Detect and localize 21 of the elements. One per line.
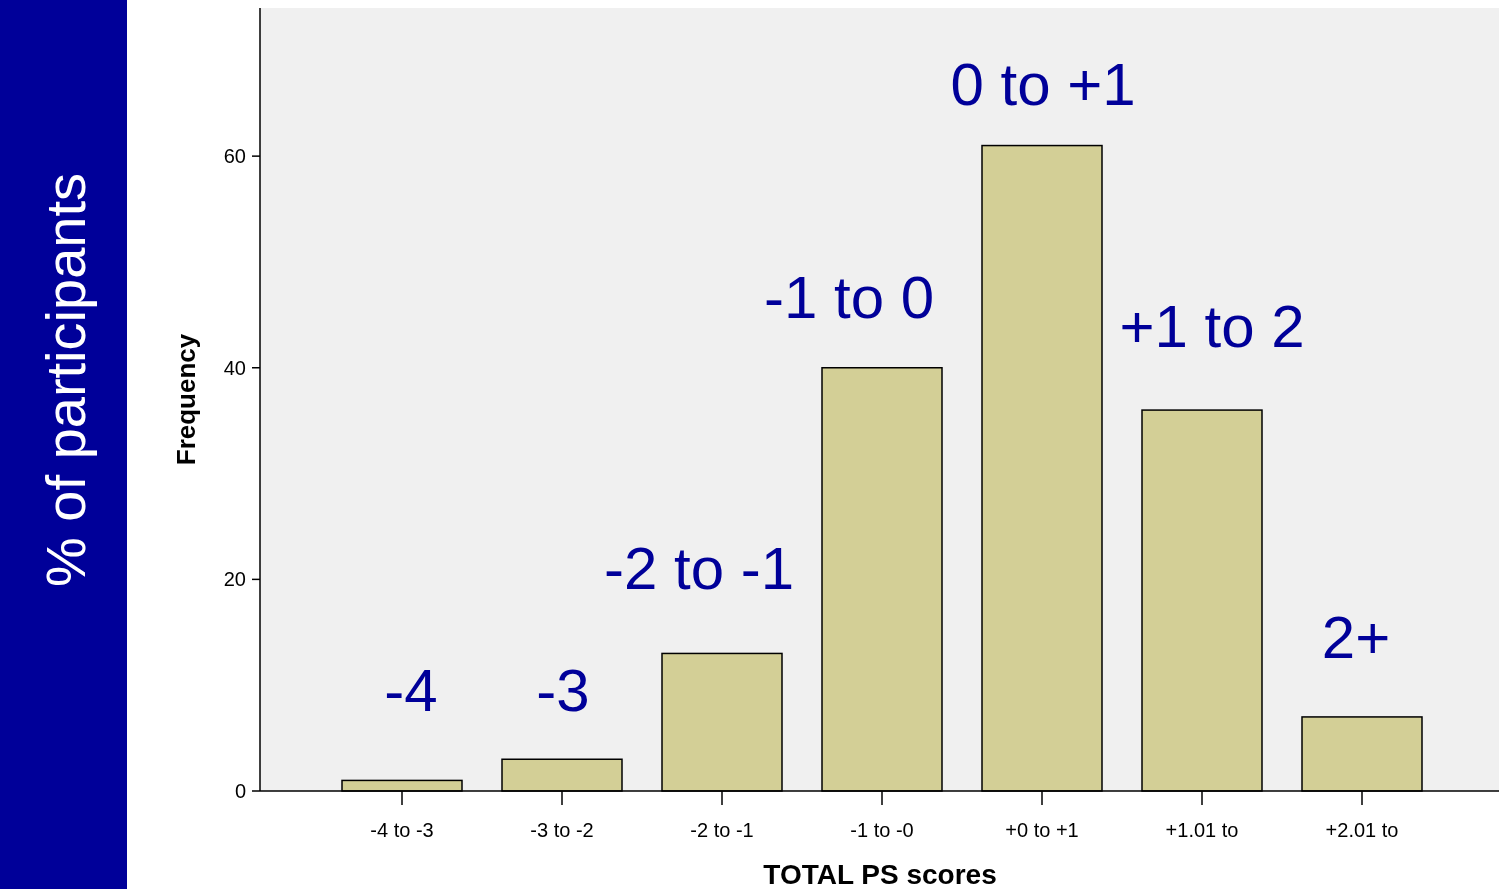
x-tick-label: +2.01 to <box>1325 819 1399 841</box>
annotation: -3 <box>536 657 590 724</box>
y-axis-title: Frequency <box>171 333 201 466</box>
y-tick-label: 40 <box>223 356 246 379</box>
annotation: +1 to 2 <box>1119 293 1305 360</box>
y-tick-label: 60 <box>223 145 246 168</box>
text: % of participants <box>33 173 97 587</box>
x-tick-label: -2 to -1 <box>690 819 754 841</box>
x-tick-label: -3 to -2 <box>530 819 594 841</box>
annotation: 0 to +1 <box>950 51 1136 118</box>
annotation: -1 to 0 <box>763 264 935 331</box>
x-tick-label: -4 to -3 <box>370 819 434 841</box>
annotation: 2+ <box>1321 604 1391 671</box>
y-tick-label: 0 <box>234 780 246 802</box>
x-tick-label: +0 to +1 <box>1005 819 1079 841</box>
annotation: -2 to -1 <box>603 535 795 602</box>
y-tick-label: 20 <box>223 568 246 591</box>
x-axis-title: TOTAL PS scores <box>763 859 997 889</box>
x-tick-label: +1.01 to <box>1165 819 1239 841</box>
x-tick-label: -1 to -0 <box>850 819 914 841</box>
annotation: -4 <box>384 657 438 724</box>
